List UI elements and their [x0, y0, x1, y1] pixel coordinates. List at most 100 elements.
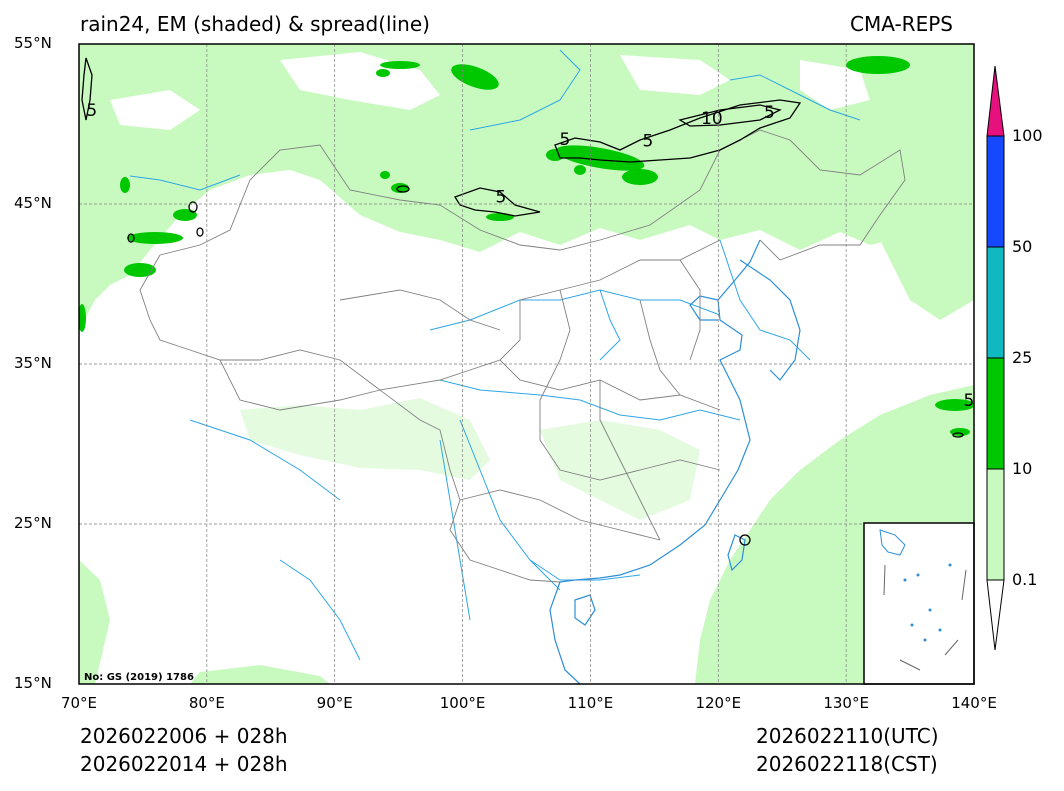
longitude-label: 90°E [316, 694, 353, 712]
rain-cell [846, 56, 910, 74]
inset-coast [879, 529, 906, 556]
dry-patch [800, 60, 870, 110]
latitude-label: 55°N [14, 34, 52, 52]
spread-contour [739, 534, 751, 546]
rain-cell [376, 69, 390, 77]
longitude-label: 100°E [439, 694, 486, 712]
border-province [459, 489, 661, 541]
colorbar-level-label: 0.1 [1012, 570, 1038, 589]
longitude-label: 140°E [951, 694, 997, 712]
rain-cell [380, 61, 420, 69]
valid-time-cst: 2026022118(CST) [756, 752, 938, 776]
colorbar-segment-0.1-10 [986, 468, 1005, 581]
rain-cell [486, 213, 514, 221]
colorbar-segment-25-50 [986, 246, 1005, 359]
rain-cell [380, 171, 390, 179]
coastline [549, 239, 801, 684]
coast-hainan [574, 594, 596, 626]
colorbar-level-label: 10 [1012, 459, 1033, 478]
dry-patch [620, 55, 730, 95]
colorbar-level-label: 25 [1012, 348, 1033, 367]
colorbar [986, 65, 1005, 651]
inset-island [948, 563, 952, 567]
rain-cell [124, 263, 156, 277]
rain-cell [555, 145, 645, 171]
contour-label: 5 [963, 391, 974, 411]
river [189, 419, 341, 501]
rain-cell [546, 149, 564, 161]
init-time-cst: 2026022014 + 028h [80, 752, 288, 776]
spread-contour [127, 233, 135, 243]
rain-area-northeast [880, 230, 974, 320]
gridlines [79, 44, 974, 684]
inset-island [910, 623, 914, 627]
borders [139, 129, 906, 583]
valid-time-utc: 2026022110(UTC) [756, 724, 939, 748]
contour-label: 5 [559, 130, 570, 150]
river [729, 74, 861, 121]
longitude-label: 110°E [567, 694, 614, 712]
contour-labels: 5 5 5 10 5 5 5 [86, 101, 974, 411]
spread-contour [678, 104, 782, 127]
longitude-label: 70°E [60, 694, 98, 712]
inset-island [938, 628, 942, 632]
rain-area-north [79, 44, 974, 330]
contour-label: 5 [643, 132, 654, 152]
south-china-sea-inset [863, 522, 975, 685]
colorbar-over-extension [986, 65, 1005, 137]
rain-cell [127, 232, 183, 244]
longitude-label: 120°E [695, 694, 742, 712]
border-national [159, 129, 906, 261]
border-province [599, 380, 661, 541]
longitude-label: 130°E [823, 694, 869, 712]
rain-cell [622, 169, 658, 185]
inset-islands [903, 563, 952, 642]
coast-mainland [559, 239, 761, 583]
coast-bohai [689, 295, 719, 321]
spread-contours [81, 57, 964, 546]
map-frame [78, 43, 975, 685]
inset-dashline [883, 564, 967, 671]
colorbar-segment-10-25 [986, 357, 1005, 470]
border-province [379, 239, 721, 391]
border-province [539, 400, 721, 481]
rain-area-tibet [240, 398, 490, 480]
spread-contour [196, 227, 204, 237]
colorbar-level-label: 100 [1012, 126, 1043, 145]
spread-contour [554, 99, 802, 163]
dry-patch [110, 90, 200, 130]
river [469, 49, 581, 131]
rain-cell [451, 64, 499, 90]
inset-island [916, 573, 920, 577]
coast-indochina [549, 581, 581, 684]
latitude-label: 45°N [14, 194, 52, 212]
longitude-label: 80°E [188, 694, 225, 712]
chart-title: rain24, EM (shaded) & spread(line) [80, 12, 430, 36]
inset-island [923, 638, 927, 642]
spread-contour [952, 432, 964, 438]
river [429, 289, 721, 331]
rain-cell [950, 428, 970, 436]
border-province [219, 359, 381, 411]
river [459, 419, 561, 591]
rain-cell [173, 209, 197, 221]
spread-contour [396, 185, 410, 193]
river [129, 174, 241, 191]
contour-label: 5 [764, 103, 775, 123]
rain-cell [79, 304, 86, 332]
spread-contour [81, 57, 93, 121]
model-name: CMA-REPS [850, 12, 953, 36]
river [599, 289, 621, 361]
colorbar-level-label: 50 [1012, 237, 1033, 256]
border-province [679, 259, 701, 361]
contour-label: 10 [701, 109, 723, 129]
rain-cell [935, 399, 974, 411]
contour-label: 5 [86, 101, 97, 121]
contour-label: 5 [496, 188, 507, 208]
rivers [129, 49, 861, 661]
river [279, 559, 361, 661]
coast-taiwan [727, 534, 746, 572]
coast-korea [739, 259, 801, 381]
init-time-utc: 2026022006 + 028h [80, 724, 288, 748]
